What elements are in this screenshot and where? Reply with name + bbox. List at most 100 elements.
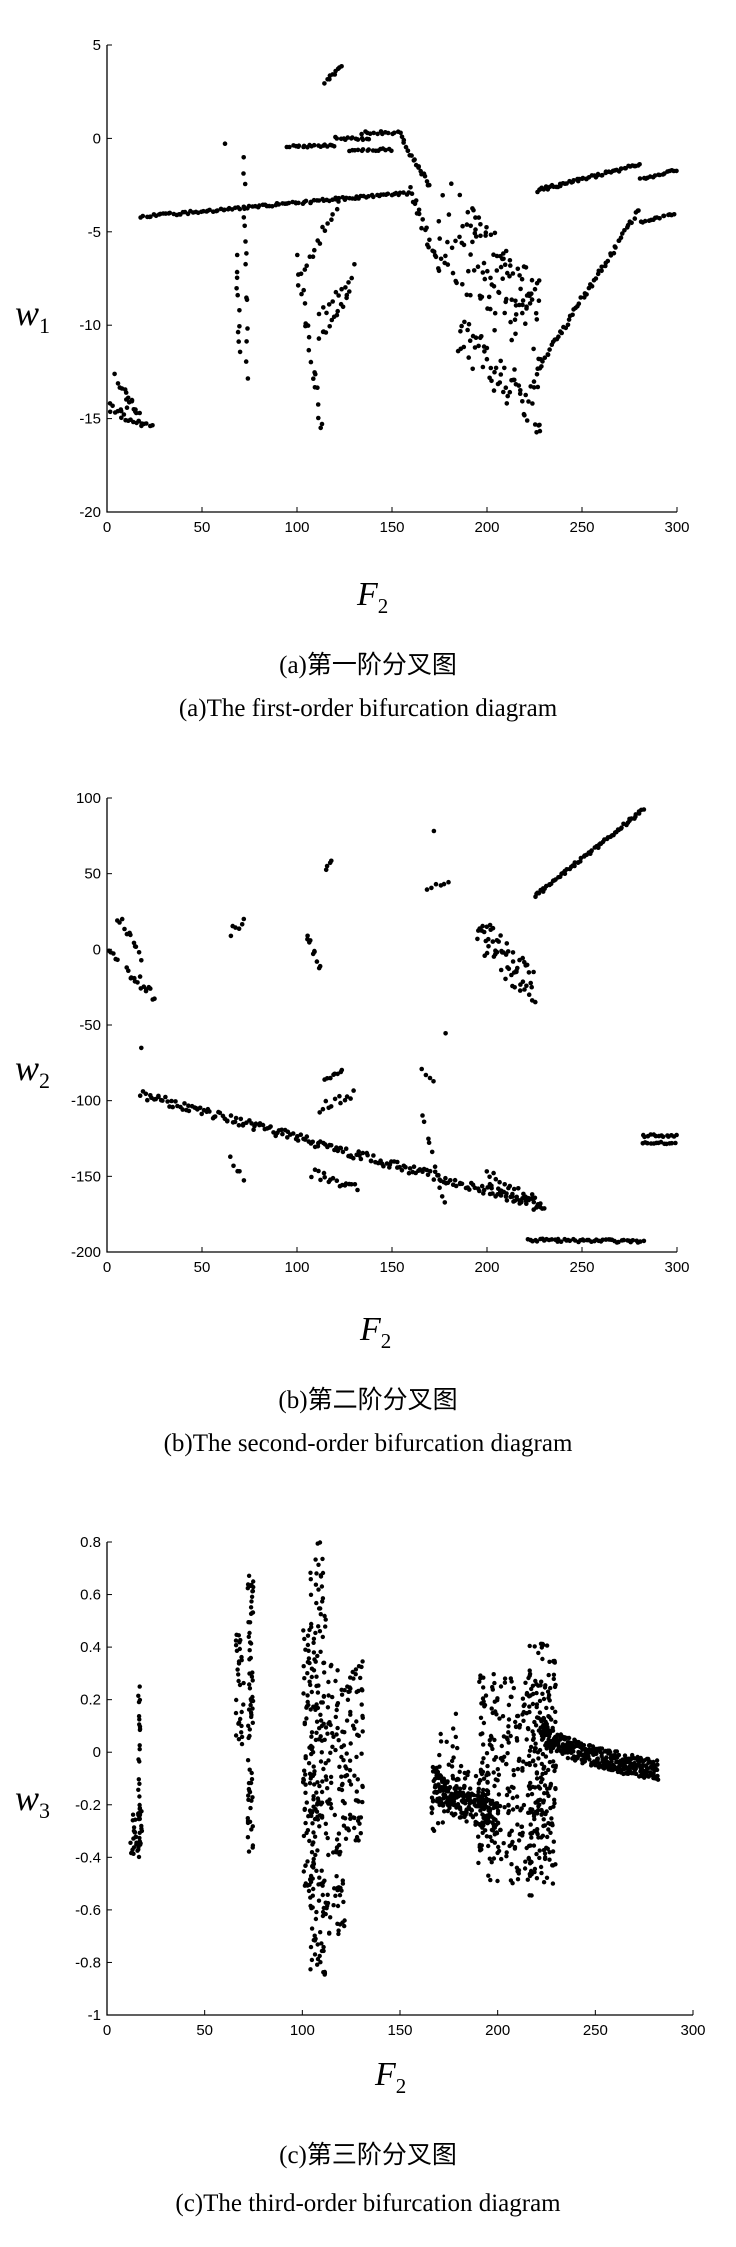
chart-1-svg: 0 50 100 150 200 250 300 -20 -15 -10 -5 0 5 w1 F2 <box>15 37 690 618</box>
data-point <box>589 848 594 853</box>
data-point <box>437 1185 442 1190</box>
data-point <box>477 1679 482 1684</box>
data-point <box>481 1806 487 1812</box>
data-point <box>600 1756 605 1762</box>
data-point <box>548 1830 553 1835</box>
data-point <box>137 1726 143 1732</box>
data-point <box>489 1706 494 1711</box>
data-point <box>457 1786 463 1791</box>
data-point <box>584 292 589 297</box>
data-point <box>180 1107 185 1112</box>
chart-2-svg: 0 50 100 150 200 250 300-200-150-100-50050100 … <box>15 790 690 1353</box>
data-point <box>449 1758 455 1764</box>
data-point <box>571 178 576 183</box>
data-point <box>307 254 313 259</box>
data-point <box>491 1770 496 1775</box>
data-point <box>359 131 364 137</box>
data-point <box>137 410 142 416</box>
data-point <box>358 1831 363 1836</box>
data-point <box>137 1717 142 1722</box>
data-point <box>530 1729 535 1734</box>
data-point <box>313 1916 319 1922</box>
data-point <box>553 1763 558 1768</box>
x-tick-label: 250 <box>583 2022 608 2039</box>
data-point <box>502 262 508 268</box>
data-point <box>309 1734 314 1739</box>
data-point <box>531 1199 537 1205</box>
data-point <box>534 1690 539 1696</box>
data-point <box>250 1824 255 1829</box>
data-point <box>466 321 472 327</box>
data-point <box>657 216 662 221</box>
y-tick-label: 5 <box>93 37 101 54</box>
data-point <box>334 1178 340 1183</box>
data-point <box>296 143 302 148</box>
data-point <box>302 1676 307 1681</box>
chart-1-points <box>107 64 679 435</box>
data-point <box>397 190 403 196</box>
data-point <box>548 1747 553 1752</box>
data-point <box>438 1739 444 1744</box>
data-point <box>445 1802 450 1808</box>
data-point <box>137 974 143 979</box>
data-point <box>316 1562 321 1567</box>
data-point <box>497 1716 502 1721</box>
data-point <box>136 950 142 955</box>
data-point <box>315 1796 321 1801</box>
data-point <box>314 1600 319 1606</box>
data-point <box>478 1732 483 1737</box>
data-point <box>556 1744 562 1749</box>
data-point <box>487 1742 493 1747</box>
data-point <box>482 349 487 354</box>
data-point <box>515 965 520 971</box>
y-tick-label: -15 <box>79 411 101 428</box>
data-point <box>511 1785 516 1790</box>
data-point <box>322 228 328 233</box>
data-point <box>658 1139 664 1145</box>
data-point <box>445 239 450 245</box>
data-point <box>325 221 330 226</box>
data-point <box>137 1816 142 1822</box>
data-point <box>674 1132 679 1138</box>
data-point <box>543 1724 548 1729</box>
data-point <box>507 389 513 395</box>
data-point <box>317 1953 322 1959</box>
data-point <box>212 1114 218 1119</box>
data-point <box>461 1785 467 1791</box>
data-point <box>478 1676 483 1681</box>
data-point <box>453 1711 459 1716</box>
data-point <box>371 130 377 136</box>
data-point <box>236 1678 241 1684</box>
data-point <box>492 230 498 236</box>
data-point <box>381 1163 386 1169</box>
data-point <box>336 1738 341 1743</box>
data-point <box>611 250 617 256</box>
data-point <box>436 1172 441 1178</box>
data-point <box>239 1741 245 1747</box>
data-point <box>348 1712 353 1717</box>
data-point <box>239 1709 244 1715</box>
data-point <box>431 828 437 834</box>
data-point <box>429 1810 434 1816</box>
data-point <box>552 1801 557 1806</box>
data-point <box>321 1944 326 1950</box>
data-point <box>245 1818 251 1824</box>
data-point <box>360 1784 365 1790</box>
data-point <box>311 1640 316 1645</box>
data-point <box>233 1115 239 1121</box>
data-point <box>482 276 488 282</box>
data-point <box>234 275 240 281</box>
data-point <box>268 1124 273 1129</box>
data-point <box>505 270 510 276</box>
data-point <box>462 1770 467 1776</box>
data-point <box>336 293 341 298</box>
data-point <box>505 949 511 954</box>
data-point <box>494 1801 500 1806</box>
y-tick-label: -0.4 <box>75 1849 101 1866</box>
data-point <box>371 194 376 200</box>
data-point <box>466 355 472 360</box>
data-point <box>546 1672 551 1678</box>
data-point <box>539 1870 544 1876</box>
data-point <box>510 1807 516 1812</box>
data-point <box>360 147 366 152</box>
